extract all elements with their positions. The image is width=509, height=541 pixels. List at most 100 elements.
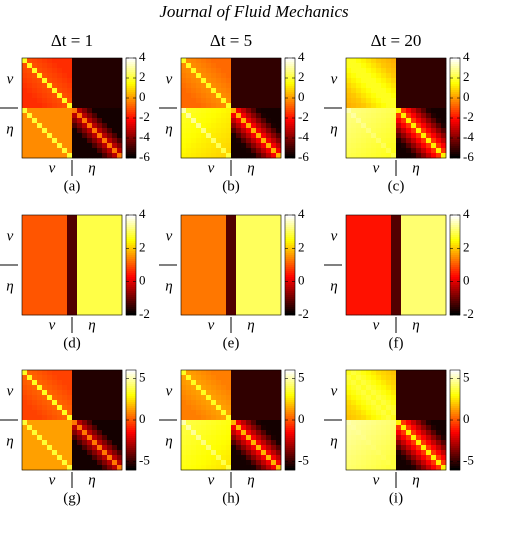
heatmap-cell: [401, 305, 407, 311]
heatmap-cell: [346, 113, 352, 119]
heatmap-cell: [181, 390, 187, 396]
heatmap-cell: [191, 255, 197, 261]
heatmap-cell: [186, 370, 192, 376]
heatmap-cell: [391, 380, 397, 386]
heatmap-cell: [436, 220, 442, 226]
heatmap-cell: [62, 153, 68, 159]
heatmap-cell: [37, 138, 43, 144]
heatmap-cell: [396, 138, 402, 144]
colorbar-step: [285, 275, 295, 278]
heatmap-cell: [181, 435, 187, 441]
heatmap-cell: [386, 98, 392, 104]
heatmap-cell: [42, 118, 48, 124]
heatmap-cell: [47, 58, 53, 64]
heatmap-cell: [117, 300, 123, 306]
heatmap-cell: [57, 410, 63, 416]
heatmap-cell: [117, 93, 123, 99]
colorbar-step: [285, 448, 295, 451]
heatmap-cell: [236, 68, 242, 74]
heatmap-cell: [411, 300, 417, 306]
heatmap-cell: [261, 390, 267, 396]
heatmap-cell: [271, 118, 277, 124]
colorbar-step: [285, 452, 295, 455]
heatmap-cell: [211, 400, 217, 406]
heatmap-cell: [231, 305, 237, 311]
heatmap-cell: [211, 63, 217, 69]
heatmap-cell: [47, 215, 53, 221]
heatmap-cell: [266, 390, 272, 396]
heatmap-cell: [216, 380, 222, 386]
heatmap-cell: [32, 113, 38, 119]
heatmap-cell: [231, 225, 237, 231]
heatmap-cell: [37, 380, 43, 386]
heatmap-cell: [67, 118, 73, 124]
heatmap-cell: [221, 310, 227, 316]
heatmap-cell: [416, 300, 422, 306]
heatmap-cell: [37, 245, 43, 251]
colorbar-step: [450, 394, 460, 397]
heatmap-cell: [401, 88, 407, 94]
heatmap-cell: [396, 440, 402, 446]
heatmap-cell: [211, 405, 217, 411]
heatmap-cell: [92, 390, 98, 396]
colorbar-step: [450, 430, 460, 433]
heatmap-cell: [67, 415, 73, 421]
heatmap-cell: [226, 450, 232, 456]
heatmap-cell: [186, 280, 192, 286]
heatmap-cell: [191, 108, 197, 114]
heatmap-cell: [52, 455, 58, 461]
heatmap-cell: [67, 430, 73, 436]
heatmap-cell: [67, 380, 73, 386]
heatmap-cell: [221, 300, 227, 306]
heatmap-cell: [112, 415, 118, 421]
heatmap-cell: [27, 113, 33, 119]
heatmap-cell: [77, 455, 83, 461]
heatmap-cell: [406, 420, 412, 426]
heatmap-cell: [386, 123, 392, 129]
heatmap-cell: [426, 63, 432, 69]
colorbar-step: [126, 394, 136, 397]
heatmap-cell: [411, 415, 417, 421]
heatmap-cell: [416, 73, 422, 79]
heatmap-cell: [72, 405, 78, 411]
heatmap-cell: [411, 103, 417, 109]
heatmap: [346, 215, 447, 316]
heatmap-cell: [351, 415, 357, 421]
heatmap-cell: [62, 133, 68, 139]
x-label-eta: η: [88, 160, 95, 176]
heatmap-cell: [366, 245, 372, 251]
heatmap-cell: [431, 270, 437, 276]
heatmap-cell: [52, 290, 58, 296]
heatmap-cell: [441, 460, 447, 466]
heatmap-cell: [366, 225, 372, 231]
heatmap-cell: [406, 108, 412, 114]
colorbar-step: [126, 261, 136, 264]
colorbar-step: [285, 408, 295, 411]
heatmap-cell: [361, 240, 367, 246]
heatmap-cell: [441, 405, 447, 411]
heatmap-cell: [117, 460, 123, 466]
colorbar-step: [126, 235, 136, 238]
heatmap-cell: [112, 143, 118, 149]
heatmap-cell: [236, 395, 242, 401]
heatmap-cell: [27, 88, 33, 94]
heatmap-cell: [376, 425, 382, 431]
heatmap-cell: [186, 455, 192, 461]
heatmap-cell: [62, 225, 68, 231]
heatmap-cell: [221, 295, 227, 301]
heatmap-cell: [226, 370, 232, 376]
heatmap-cell: [52, 465, 58, 471]
heatmap-cell: [356, 255, 362, 261]
heatmap-cell: [241, 400, 247, 406]
colorbar-step: [126, 424, 136, 427]
heatmap-cell: [181, 375, 187, 381]
heatmap-cell: [77, 103, 83, 109]
heatmap-cell: [426, 113, 432, 119]
heatmap-cell: [381, 108, 387, 114]
heatmap-cell: [62, 465, 68, 471]
heatmap-cell: [356, 310, 362, 316]
heatmap-cell: [421, 420, 427, 426]
heatmap-cell: [117, 73, 123, 79]
heatmap-cell: [57, 133, 63, 139]
heatmap-cell: [251, 98, 257, 104]
